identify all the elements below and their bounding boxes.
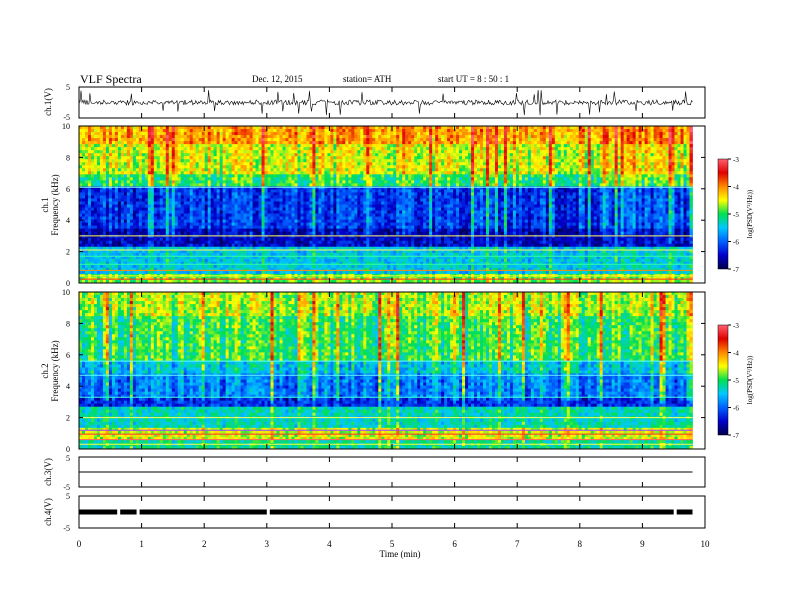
frequency-tick-label: 8 xyxy=(66,153,70,162)
ch1-colorbar: -3 -4 -5 -6 -7 log(PSD(V²/Hz)) xyxy=(717,156,754,274)
ch4-dropout xyxy=(673,509,677,515)
colorbar-tick-label: -4 xyxy=(733,184,739,192)
colorbar-tick-label: -3 xyxy=(733,156,739,164)
frequency-tick-label: 2 xyxy=(66,414,70,423)
x-tick-label: 9 xyxy=(640,539,645,549)
colorbar-tick-label: -7 xyxy=(733,432,739,440)
ch1-volt-axis-label: ch.1(V) xyxy=(43,88,53,116)
frequency-tick-label: 0 xyxy=(66,445,70,454)
x-tick-label: 2 xyxy=(202,539,207,549)
ch2-spectrogram-panel xyxy=(79,292,705,449)
ch1-ytick-bottom: -5 xyxy=(63,113,70,122)
frequency-tick-label: 4 xyxy=(66,216,70,225)
frequency-tick-label: 4 xyxy=(66,382,70,391)
x-tick-label: 10 xyxy=(701,539,711,549)
ch1-spectrogram-panel xyxy=(79,126,705,283)
colorbar-label: log(PSD(V²/Hz)) xyxy=(746,189,754,238)
colorbar-tick-label: -6 xyxy=(733,405,739,413)
ch2-colorbar: -3 -4 -5 -6 -7 log(PSD(V²/Hz)) xyxy=(717,322,754,440)
ch4-dropout xyxy=(117,509,121,515)
ch4-waveform-trace xyxy=(79,509,693,515)
frequency-tick-label: 8 xyxy=(66,319,70,328)
station-label: station= ATH xyxy=(343,74,392,84)
x-tick-label: 0 xyxy=(77,539,82,549)
ch1-ytick-top: 5 xyxy=(66,83,70,92)
figure-title: VLF Spectra xyxy=(80,72,142,86)
ch4-ytick-top: 5 xyxy=(66,492,70,501)
colorbar-gradient xyxy=(717,158,729,270)
ch3-ytick-top: 5 xyxy=(66,454,70,463)
x-tick-label: 5 xyxy=(390,539,395,549)
ch2-frequency-axis-label: Frequency (kHz) xyxy=(50,340,60,401)
ch4-ytick-bottom: -5 xyxy=(63,524,70,533)
ch4-volt-axis-label: ch.4(V) xyxy=(43,498,53,526)
x-axis-label: Time (min) xyxy=(380,549,421,559)
colorbar-gradient xyxy=(717,324,729,436)
x-tick-label: 7 xyxy=(515,539,520,549)
colorbar-tick-label: -6 xyxy=(733,239,739,247)
ch1-frequency-axis-label: Frequency (kHz) xyxy=(50,174,60,235)
colorbar-tick-label: -7 xyxy=(733,266,739,274)
frequency-tick-label: 2 xyxy=(66,248,70,257)
x-tick-label: 8 xyxy=(578,539,583,549)
frequency-tick-label: 10 xyxy=(62,288,70,297)
ch3-ytick-bottom: -5 xyxy=(63,483,70,492)
date-label: Dec. 12, 2015 xyxy=(252,74,303,84)
ch3-volt-axis-label: ch.3(V) xyxy=(43,458,53,486)
start-time-label: start UT = 8 : 50 : 1 xyxy=(438,74,509,84)
ch2-spectrogram-channel-label: ch.2 xyxy=(40,363,50,378)
ch1-spectrogram-channel-label: ch.1 xyxy=(40,197,50,212)
x-tick-label: 4 xyxy=(327,539,332,549)
frequency-tick-label: 0 xyxy=(66,279,70,288)
frequency-tick-label: 10 xyxy=(62,122,70,131)
colorbar-tick-label: -5 xyxy=(733,211,739,219)
colorbar-label: log(PSD(V²/Hz)) xyxy=(746,355,754,404)
colorbar-tick-label: -5 xyxy=(733,377,739,385)
x-tick-label: 1 xyxy=(139,539,144,549)
x-tick-label: 6 xyxy=(452,539,457,549)
x-tick-label: 3 xyxy=(265,539,270,549)
frequency-tick-label: 6 xyxy=(66,185,70,194)
ch4-dropout xyxy=(136,509,140,515)
colorbar-tick-label: -4 xyxy=(733,350,739,358)
ch4-dropout xyxy=(266,509,270,515)
frequency-tick-label: 6 xyxy=(66,351,70,360)
colorbar-tick-label: -3 xyxy=(733,322,739,330)
ch1-waveform-trace xyxy=(78,89,693,116)
